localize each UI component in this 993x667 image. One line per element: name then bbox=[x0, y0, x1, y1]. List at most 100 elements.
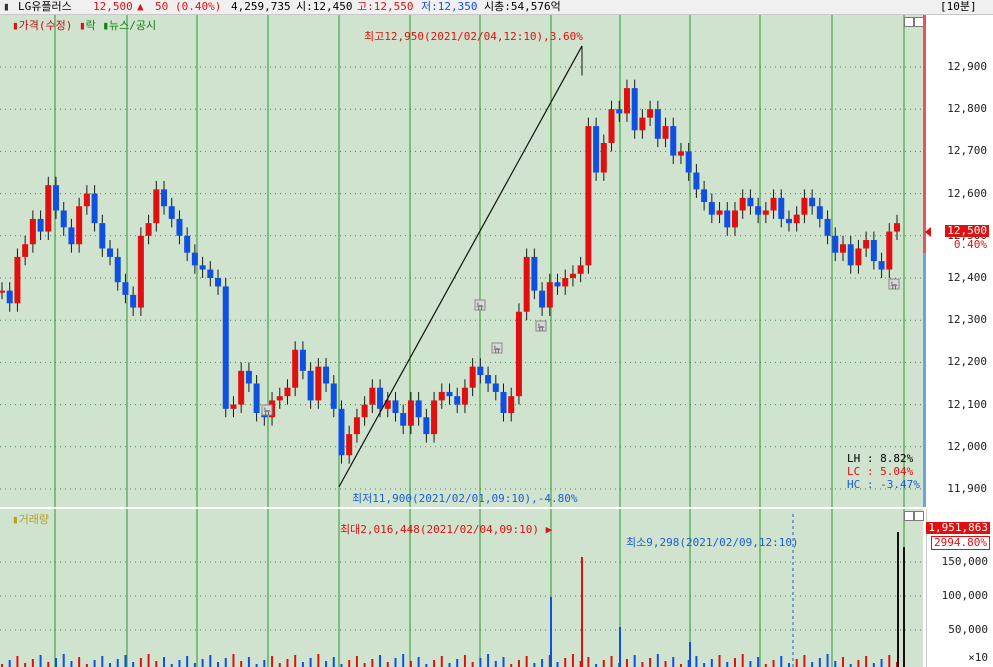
price-bar bbox=[346, 434, 353, 456]
price-bar bbox=[747, 197, 754, 207]
price-bar bbox=[716, 210, 723, 215]
volume-bar bbox=[487, 654, 490, 667]
price-bar bbox=[299, 349, 306, 371]
volume-bar bbox=[510, 664, 513, 667]
price-axis[interactable]: 12,900 12,800 12,700 12,600 12,500 12,400 12,3… bbox=[925, 15, 993, 507]
price-bar bbox=[708, 202, 715, 215]
price-bar bbox=[454, 396, 461, 405]
price-bar bbox=[554, 282, 561, 287]
volume-chart-pane[interactable]: ▮거래량 최대2,016,448(2021/02/04,09:10) ▶ 최소9… bbox=[0, 509, 924, 667]
price-bar bbox=[137, 235, 144, 308]
current-volume-label: 1,951,863 bbox=[926, 521, 990, 534]
price-bar bbox=[863, 240, 870, 249]
volume-bar bbox=[687, 660, 690, 667]
price-change: 50 bbox=[155, 0, 169, 13]
volume-series-label[interactable]: 거래량 bbox=[18, 513, 49, 526]
price-bar bbox=[878, 261, 885, 270]
lc-stat: LC : 5.04% bbox=[847, 465, 914, 478]
price-bar bbox=[353, 417, 360, 435]
volume-bar bbox=[633, 655, 636, 667]
price-series-label[interactable]: 가격(수정) bbox=[18, 19, 73, 32]
current-price: 12,500 bbox=[93, 0, 133, 13]
price-bar bbox=[6, 290, 13, 304]
news-marker-box bbox=[261, 404, 273, 416]
ex-rights-label[interactable]: 락 bbox=[85, 19, 96, 32]
price-bar bbox=[623, 88, 630, 114]
volume-bar bbox=[371, 659, 374, 667]
volume-bar bbox=[85, 664, 88, 667]
volume-tick: 150,000 bbox=[941, 555, 988, 568]
price-bar bbox=[500, 391, 507, 414]
lh-stat: LH : 8.82% bbox=[847, 452, 914, 465]
interval-selector[interactable]: [10분] bbox=[940, 0, 977, 13]
volume-chart[interactable] bbox=[0, 509, 923, 667]
volume-bar bbox=[193, 663, 196, 667]
volume-bar bbox=[201, 659, 204, 667]
price-bar bbox=[307, 370, 314, 401]
volume-bar bbox=[649, 658, 652, 667]
price-bar bbox=[284, 387, 291, 397]
volume-bar bbox=[849, 664, 852, 667]
volume-bar bbox=[795, 659, 798, 667]
volume-bar bbox=[564, 658, 567, 667]
price-pane-restore-button[interactable] bbox=[904, 17, 914, 27]
volume-spike-bar bbox=[619, 627, 621, 667]
volume-bar bbox=[602, 660, 605, 667]
volume-bar bbox=[409, 661, 412, 667]
volume-bar bbox=[818, 658, 821, 667]
volume-bar bbox=[62, 654, 65, 667]
volume-bar bbox=[803, 655, 806, 667]
volume-min-annotation: 최소9,298(2021/02/09,12:10) bbox=[626, 536, 799, 549]
price-axis-divider-lower bbox=[923, 253, 926, 507]
hc-stat: HC : -3.47% bbox=[847, 478, 920, 491]
price-bar bbox=[785, 218, 792, 224]
volume-bar bbox=[834, 661, 837, 667]
price-bar bbox=[122, 282, 129, 295]
price-tick: 12,900 bbox=[947, 60, 987, 73]
volume-bar bbox=[857, 660, 860, 667]
volume-bar bbox=[247, 657, 250, 667]
price-bar bbox=[37, 218, 44, 232]
news-marker-box bbox=[491, 342, 503, 354]
volume-bar bbox=[525, 656, 528, 667]
news-marker-box bbox=[888, 278, 900, 290]
market-cap: 시총:54,576억 bbox=[484, 0, 561, 13]
volume-axis[interactable]: 1,951,863 2994.80% 150,000 100,000 50,00… bbox=[926, 509, 993, 667]
volume-bar bbox=[294, 655, 297, 667]
volume-pane-close-button[interactable] bbox=[914, 511, 924, 521]
price-tick: 12,100 bbox=[947, 397, 987, 411]
price-bar bbox=[315, 366, 322, 401]
volume-bar bbox=[425, 664, 428, 667]
news-label[interactable]: 뉴스/공시 bbox=[108, 19, 157, 32]
volume-bar bbox=[394, 658, 397, 667]
volume-bar bbox=[31, 659, 34, 667]
price-bar bbox=[384, 400, 391, 409]
price-bar bbox=[377, 387, 384, 409]
price-bar bbox=[276, 396, 283, 401]
price-bar bbox=[191, 252, 198, 266]
volume-bar bbox=[286, 659, 289, 667]
volume-bar bbox=[163, 657, 166, 667]
pane-splitter[interactable] bbox=[0, 507, 993, 509]
price-bar bbox=[793, 214, 800, 224]
price-bar bbox=[562, 278, 569, 287]
stock-name[interactable]: LG유플러스 bbox=[18, 0, 72, 13]
volume-bar bbox=[471, 662, 474, 667]
volume-pane-restore-button[interactable] bbox=[904, 511, 914, 521]
price-bar bbox=[855, 248, 862, 266]
price-bar bbox=[762, 210, 769, 215]
change-arrow-icon: ▲ bbox=[137, 0, 144, 13]
volume-bar bbox=[116, 659, 119, 667]
trend-line bbox=[338, 45, 583, 488]
volume-bar bbox=[479, 658, 482, 667]
volume-bar bbox=[888, 655, 891, 667]
price-bar bbox=[99, 223, 106, 249]
volume-bar bbox=[741, 654, 744, 667]
news-marker-box bbox=[535, 320, 547, 332]
price-bar bbox=[145, 223, 152, 236]
volume-bar bbox=[325, 661, 328, 667]
volume-bar bbox=[209, 655, 212, 667]
price-bar bbox=[731, 210, 738, 228]
